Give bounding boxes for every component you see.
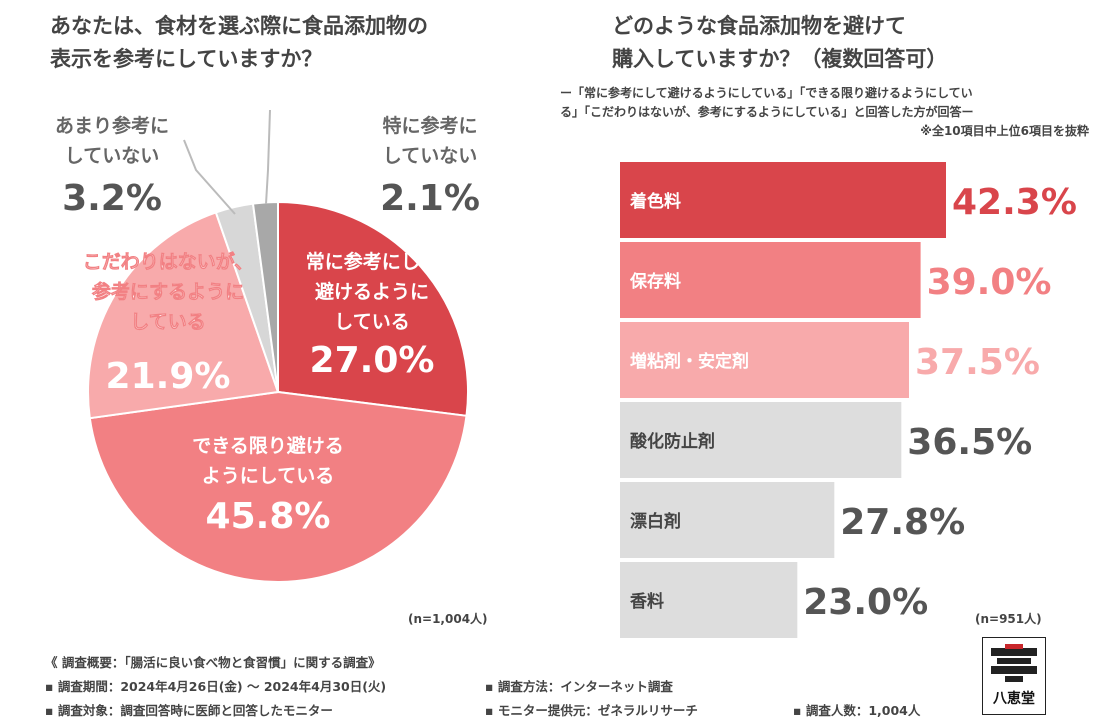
pie-title-line-1: あなたは、食材を選ぶ際に食品添加物の (50, 14, 428, 38)
pie-slice-always-avoid (277, 200, 469, 417)
bar-chart: 着色料 42.3% 保存料 39.0% 増粘剤・安定剤 37.5% 酸化防止剤 36.5% 漂白… (620, 162, 1077, 638)
bar-value-flavoring: 23.0% (803, 582, 928, 623)
bar-value-thickener-stabilizer: 37.5% (915, 342, 1040, 383)
pie-label-never: 特に参考にしていない (382, 114, 477, 167)
pie-leader-line-never (265, 109, 271, 205)
footer-target: ▪ 調査対象：調査回答時に医師と回答したモニター (45, 703, 333, 718)
pie-slice-avoid-if-possible (88, 390, 468, 583)
bar-value-bleach: 27.8% (840, 502, 965, 543)
bar-title-line-1: どのような食品添加物を避けて (612, 14, 906, 38)
pie-label-always-avoid: 常に参考にして避けるようにしている (306, 250, 438, 333)
bar-chart-note: ー「常に参考にして避けるようにしている」「できる限り避けるようにしてい る」「こ… (560, 84, 1093, 141)
footer-heading: 《 調査概要：「腸活に良い食べ物と食習慣」に関する調査》 (45, 655, 381, 670)
pie-value-avoid-if-possible: 45.8% (206, 496, 331, 537)
pie-label-avoid-if-possible: できる限り避けるようにしている (192, 434, 344, 487)
bar-label-flavoring: 香料 (630, 591, 664, 612)
footer-period: ▪ 調査期間：2024年4月26日(金) 〜 2024年4月30日(火) (45, 679, 387, 694)
pie-value-always-avoid: 27.0% (310, 340, 435, 381)
bar-thickener-stabilizer (620, 322, 909, 398)
pie-value-never: 2.1% (380, 178, 480, 219)
logo-mark-icon (991, 644, 1037, 682)
bar-label-antioxidant: 酸化防止剤 (630, 431, 715, 452)
bar-coloring (620, 162, 946, 238)
bar-label-preservative: 保存料 (629, 271, 681, 292)
pie-chart: 常に参考にして避けるようにしている 27.0% できる限り避けるようにしている 45.… (55, 109, 480, 583)
footer-method: ▪ 調査方法：インターネット調査 (485, 679, 673, 694)
pie-sample-size: (n=1,004人) (408, 612, 488, 626)
bar-value-antioxidant: 36.5% (907, 422, 1032, 463)
bar-value-coloring: 42.3% (952, 182, 1077, 223)
bar-sample-size: (n=951人) (975, 612, 1042, 626)
bar-label-coloring: 着色料 (629, 191, 681, 212)
pie-chart-title: あなたは、食材を選ぶ際に食品添加物の 表示を参考にしていますか？ (50, 10, 530, 76)
bar-label-bleach: 漂白剤 (630, 511, 681, 532)
pie-label-reference-only: こだわりはないが、参考にするようにしている (83, 250, 254, 333)
company-logo: 八恵堂 (982, 637, 1046, 715)
bar-bleach (620, 482, 835, 558)
bar-flavoring (620, 562, 798, 638)
footer-provider: ▪ モニター提供元：ゼネラルリサーチ (485, 703, 698, 718)
bar-preservative (620, 242, 921, 318)
pie-slice-reference-only (87, 211, 280, 420)
pie-value-reference-only: 21.9% (106, 356, 231, 397)
note-line-2: る」「こだわりはないが、参考にするようにしている」と回答した方が回答ー (560, 105, 974, 119)
logo-text: 八恵堂 (993, 691, 1035, 707)
note-line-3: ※全10項目中上位6項目を抜粋 (920, 124, 1089, 138)
pie-leader-line-rarely (183, 139, 236, 215)
bar-value-preservative: 39.0% (927, 262, 1052, 303)
pie-title-line-2: 表示を参考にしていますか？ (50, 47, 323, 71)
note-line-1: ー「常に参考にして避けるようにしている」「できる限り避けるようにしてい (560, 86, 973, 100)
bar-chart-title: どのような食品添加物を避けて 購入していますか？（複数回答可） (612, 10, 1092, 76)
bar-antioxidant (620, 402, 902, 478)
pie-label-rarely: あまり参考にしていない (55, 114, 169, 167)
bar-title-line-2: 購入していますか？（複数回答可） (612, 47, 948, 71)
footer-count: ▪ 調査人数：1,004人 (793, 703, 921, 718)
pie-value-rarely: 3.2% (62, 178, 162, 219)
bar-label-thickener-stabilizer: 増粘剤・安定剤 (630, 351, 749, 372)
